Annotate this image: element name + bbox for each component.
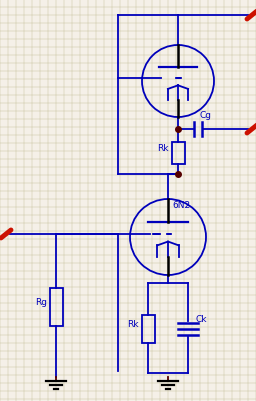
Bar — [172, 143, 185, 164]
Text: Rk: Rk — [127, 319, 138, 328]
Text: Rg: Rg — [35, 297, 47, 306]
Text: 6N2: 6N2 — [172, 200, 190, 209]
Text: Rk: Rk — [157, 144, 168, 153]
Text: Ck: Ck — [196, 314, 208, 323]
Bar — [49, 288, 62, 326]
Text: Cg: Cg — [200, 111, 212, 120]
Bar — [142, 315, 155, 343]
